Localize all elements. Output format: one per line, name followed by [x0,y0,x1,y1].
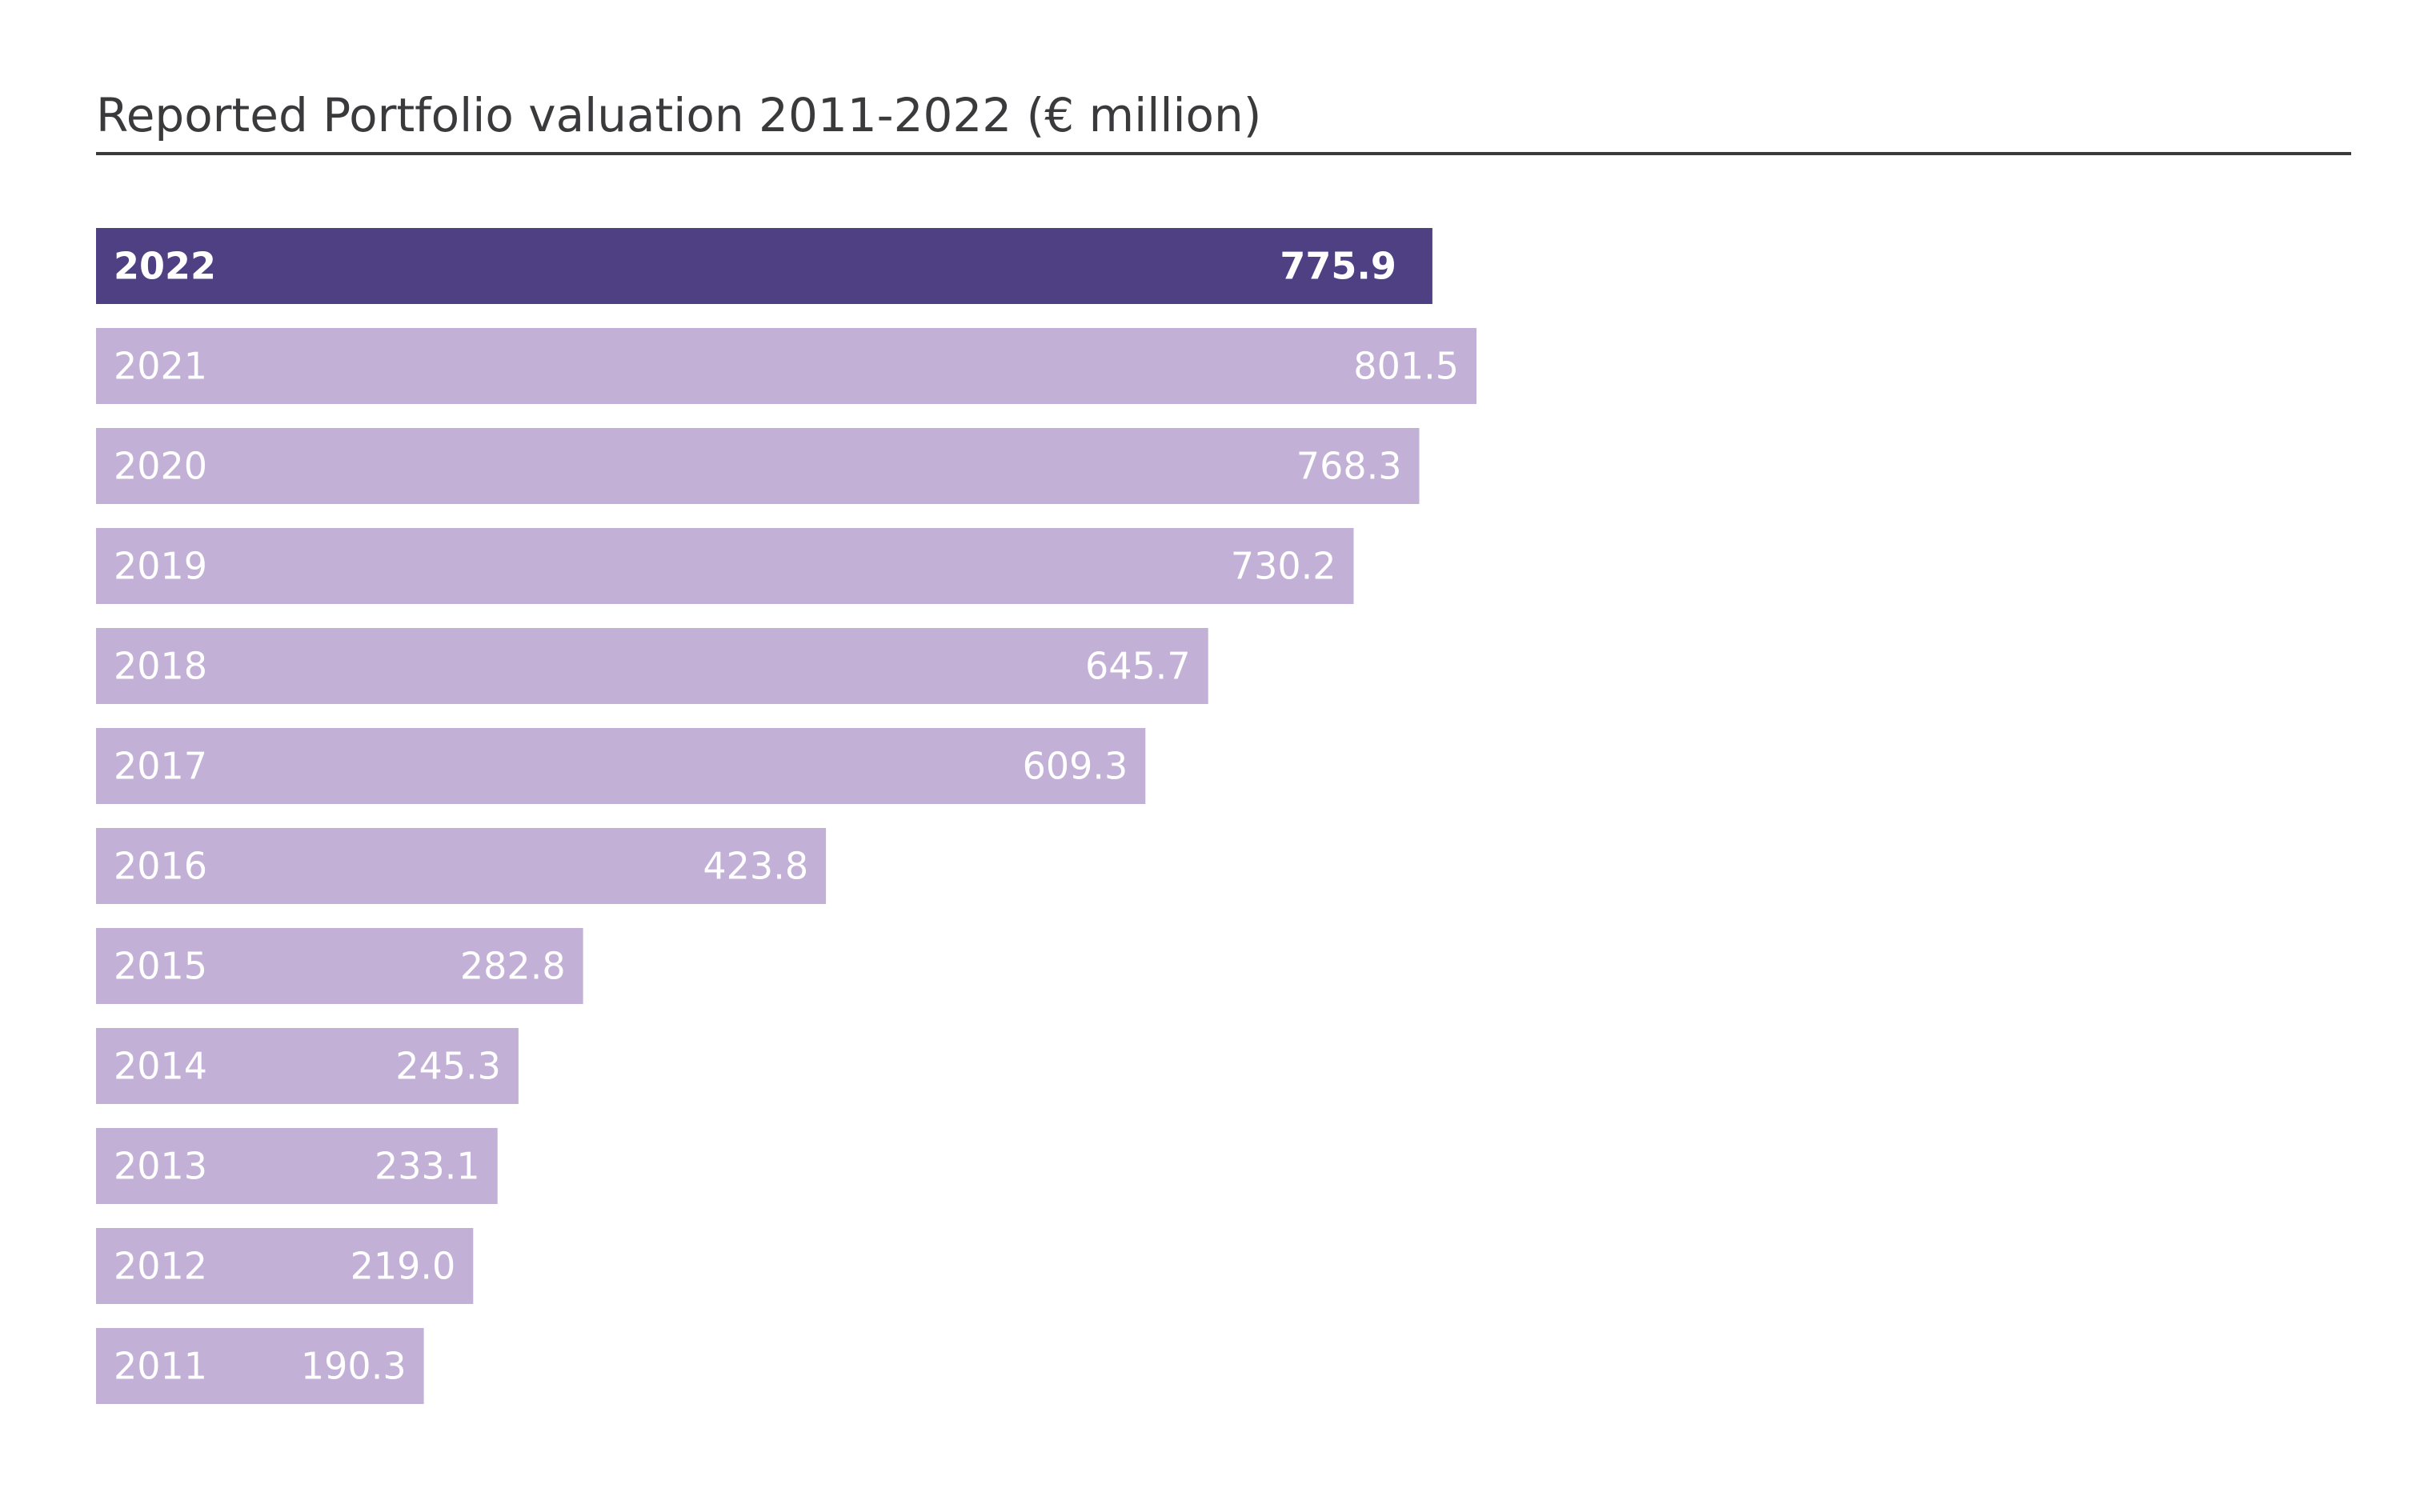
category-label-2013: 2013 [114,1145,207,1188]
bar-2012 [96,1228,474,1304]
value-label-2011: 190.3 [301,1345,407,1388]
category-label-2020: 2020 [114,445,207,488]
bar-2018 [96,628,1208,704]
category-label-2016: 2016 [114,845,207,888]
value-label-2012: 219.0 [351,1245,456,1288]
bars-group: 2022 775.9 2021 801.5 2020 768.3 2019 730.2 2018… [96,228,1476,1404]
bar-2013 [96,1128,498,1204]
value-label-2019: 730.2 [1231,545,1336,588]
value-label-2016: 423.8 [703,845,808,888]
bar-2014 [96,1028,519,1104]
bar-2015 [96,928,583,1004]
category-label-2018: 2018 [114,645,207,688]
category-label-2011: 2011 [114,1345,207,1388]
value-label-2014: 245.3 [395,1045,501,1088]
value-label-2022: 775.9 [1280,245,1396,288]
bar-2016 [96,828,827,904]
value-label-2017: 609.3 [1023,745,1128,788]
category-label-2014: 2014 [114,1045,207,1088]
value-label-2021: 801.5 [1353,345,1459,388]
bar-2011 [96,1328,424,1404]
category-label-2022: 2022 [114,245,216,288]
bar-2017 [96,728,1146,804]
value-label-2015: 282.8 [460,945,566,988]
category-label-2015: 2015 [114,945,207,988]
category-label-2019: 2019 [114,545,207,588]
value-label-2020: 768.3 [1296,445,1402,488]
bar-2020 [96,428,1420,504]
bar-2021 [96,328,1476,404]
category-label-2017: 2017 [114,745,207,788]
chart-title: Reported Portfolio valuation 2011-2022 (… [96,88,1261,142]
bar-2019 [96,528,1354,604]
category-label-2021: 2021 [114,345,207,388]
value-label-2013: 233.1 [375,1145,480,1188]
category-label-2012: 2012 [114,1245,207,1288]
value-label-2018: 645.7 [1085,645,1191,688]
bar-2022 [96,228,1432,304]
